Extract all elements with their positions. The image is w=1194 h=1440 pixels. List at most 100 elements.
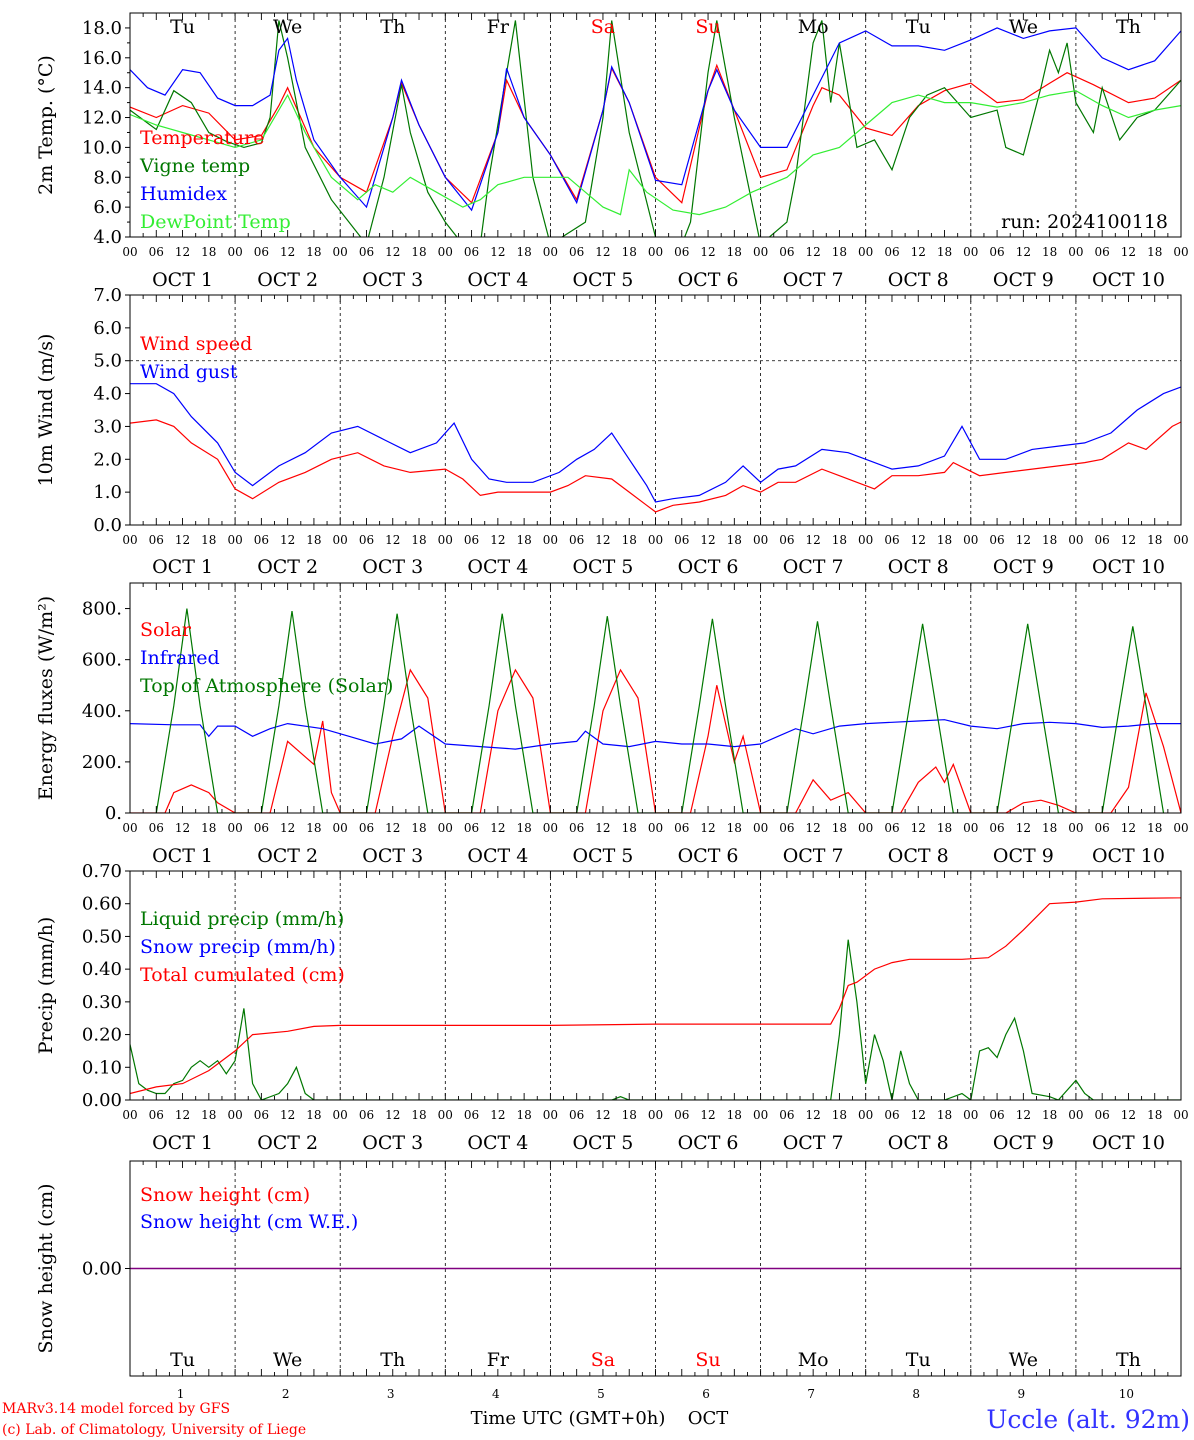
hour-tick-label: 12 — [595, 245, 610, 259]
hour-tick-label: 00 — [648, 533, 663, 547]
hour-tick-label: 06 — [149, 821, 164, 835]
hour-tick-label: 00 — [438, 533, 453, 547]
hour-tick-label: 12 — [595, 821, 610, 835]
hour-tick-label: 12 — [911, 1108, 926, 1122]
hour-tick-label: 06 — [989, 245, 1004, 259]
y-tick-label: 0.00 — [82, 1090, 122, 1111]
date-label: OCT 5 — [572, 269, 633, 291]
hour-tick-label: 12 — [175, 821, 190, 835]
hour-tick-label: 18 — [411, 821, 426, 835]
hour-tick-label: 12 — [700, 245, 715, 259]
hour-tick-label: 06 — [254, 1108, 269, 1122]
date-label: OCT 1 — [152, 845, 213, 867]
date-label: OCT 6 — [678, 269, 739, 291]
hour-tick-label: 00 — [333, 1108, 348, 1122]
date-label: OCT 2 — [257, 269, 318, 291]
y-tick-label: 1.0 — [93, 482, 122, 503]
day-abbr-top: Th — [380, 16, 405, 38]
y-axis-label: Precip (mm/h) — [35, 917, 57, 1055]
date-label: OCT 8 — [888, 1132, 949, 1154]
hour-tick-label: 18 — [622, 533, 637, 547]
day-abbr-top: We — [1009, 16, 1038, 38]
hour-tick-label: 06 — [149, 533, 164, 547]
hour-tick-label: 12 — [806, 1108, 821, 1122]
hour-tick-label: 00 — [1068, 533, 1083, 547]
hour-tick-label: 18 — [201, 533, 216, 547]
hour-tick-label: 12 — [806, 245, 821, 259]
hour-tick-label: 06 — [569, 533, 584, 547]
hour-tick-label: 00 — [122, 821, 137, 835]
x-axis-label: Time UTC (GMT+0h) — [471, 1408, 666, 1429]
hour-tick-label: 18 — [1147, 245, 1162, 259]
hour-tick-label: 18 — [832, 1108, 847, 1122]
day-abbr-bottom: Mo — [798, 1349, 829, 1371]
y-tick-label: 8.0 — [93, 167, 122, 188]
hour-tick-label: 06 — [674, 821, 689, 835]
date-label: OCT 1 — [152, 556, 213, 578]
y-tick-label: 0.00 — [82, 1259, 122, 1280]
date-label: OCT 9 — [993, 845, 1054, 867]
series-temperature — [130, 63, 1181, 204]
day-abbr-top: We — [273, 16, 302, 38]
date-label: OCT 4 — [467, 556, 528, 578]
hour-tick-label: 00 — [753, 533, 768, 547]
legend-entry: Snow height (cm W.E.) — [140, 1211, 358, 1233]
y-tick-label: 0.10 — [82, 1057, 122, 1078]
day-abbr-bottom: We — [273, 1349, 302, 1371]
date-label: OCT 10 — [1092, 1132, 1165, 1154]
hour-tick-label: 18 — [622, 1108, 637, 1122]
hour-tick-label: 06 — [464, 533, 479, 547]
hour-tick-label: 12 — [595, 1108, 610, 1122]
date-label: OCT 5 — [572, 556, 633, 578]
hour-tick-label: 12 — [1016, 245, 1031, 259]
hour-tick-label: 18 — [516, 821, 531, 835]
y-tick-label: 5.0 — [93, 351, 122, 372]
hour-tick-label: 06 — [779, 245, 794, 259]
hour-tick-label: 06 — [884, 821, 899, 835]
series-wind-gust — [130, 383, 1181, 503]
hour-tick-label: 18 — [306, 533, 321, 547]
hour-tick-label: 00 — [858, 533, 873, 547]
hour-tick-label: 18 — [622, 245, 637, 259]
date-label: OCT 2 — [257, 845, 318, 867]
date-label: OCT 8 — [888, 269, 949, 291]
hour-tick-label: 00 — [438, 245, 453, 259]
y-tick-label: 18.0 — [82, 18, 122, 39]
hour-tick-label: 00 — [333, 821, 348, 835]
legend-entry: Infrared — [140, 647, 220, 669]
hour-tick-label: 00 — [438, 821, 453, 835]
hour-tick-label: 12 — [595, 533, 610, 547]
hour-tick-label: 00 — [1173, 821, 1188, 835]
hour-tick-label: 06 — [1095, 821, 1110, 835]
legend-entry: Wind gust — [140, 361, 238, 383]
hour-tick-label: 18 — [727, 821, 742, 835]
hour-tick-label: 06 — [359, 821, 374, 835]
day-abbr-bottom: Su — [695, 1349, 720, 1371]
date-label: OCT 6 — [678, 1132, 739, 1154]
hour-tick-label: 12 — [1121, 533, 1136, 547]
hour-tick-label: 06 — [1095, 245, 1110, 259]
precip-panel: 00 06 12 18 00 06 12 18 00 06 12 18 00 06 12 18 00 06 12 18… — [35, 861, 1189, 1154]
hour-tick-label: 00 — [648, 245, 663, 259]
hour-tick-label: 00 — [227, 245, 242, 259]
hour-tick-label: 06 — [989, 533, 1004, 547]
hour-tick-label: 12 — [385, 245, 400, 259]
hour-tick-label: 00 — [858, 821, 873, 835]
y-tick-label: 0.0 — [93, 515, 122, 536]
hour-tick-label: 18 — [832, 245, 847, 259]
hour-tick-label: 00 — [333, 245, 348, 259]
date-label: OCT 6 — [678, 845, 739, 867]
hour-tick-label: 06 — [149, 245, 164, 259]
y-tick-label: 3.0 — [93, 416, 122, 437]
hour-tick-label: 12 — [280, 533, 295, 547]
model-credit: MARv3.14 model forced by GFS — [2, 1401, 230, 1417]
hour-tick-label: 00 — [227, 533, 242, 547]
hour-tick-label: 18 — [832, 821, 847, 835]
y-axis-label: Energy fluxes (W/m²) — [35, 596, 57, 800]
hour-tick-label: 18 — [1147, 533, 1162, 547]
date-label: OCT 10 — [1092, 269, 1165, 291]
hour-tick-label: 12 — [175, 533, 190, 547]
y-tick-label: 0.60 — [82, 894, 122, 915]
hour-tick-label: 06 — [464, 245, 479, 259]
date-label: OCT 5 — [572, 845, 633, 867]
